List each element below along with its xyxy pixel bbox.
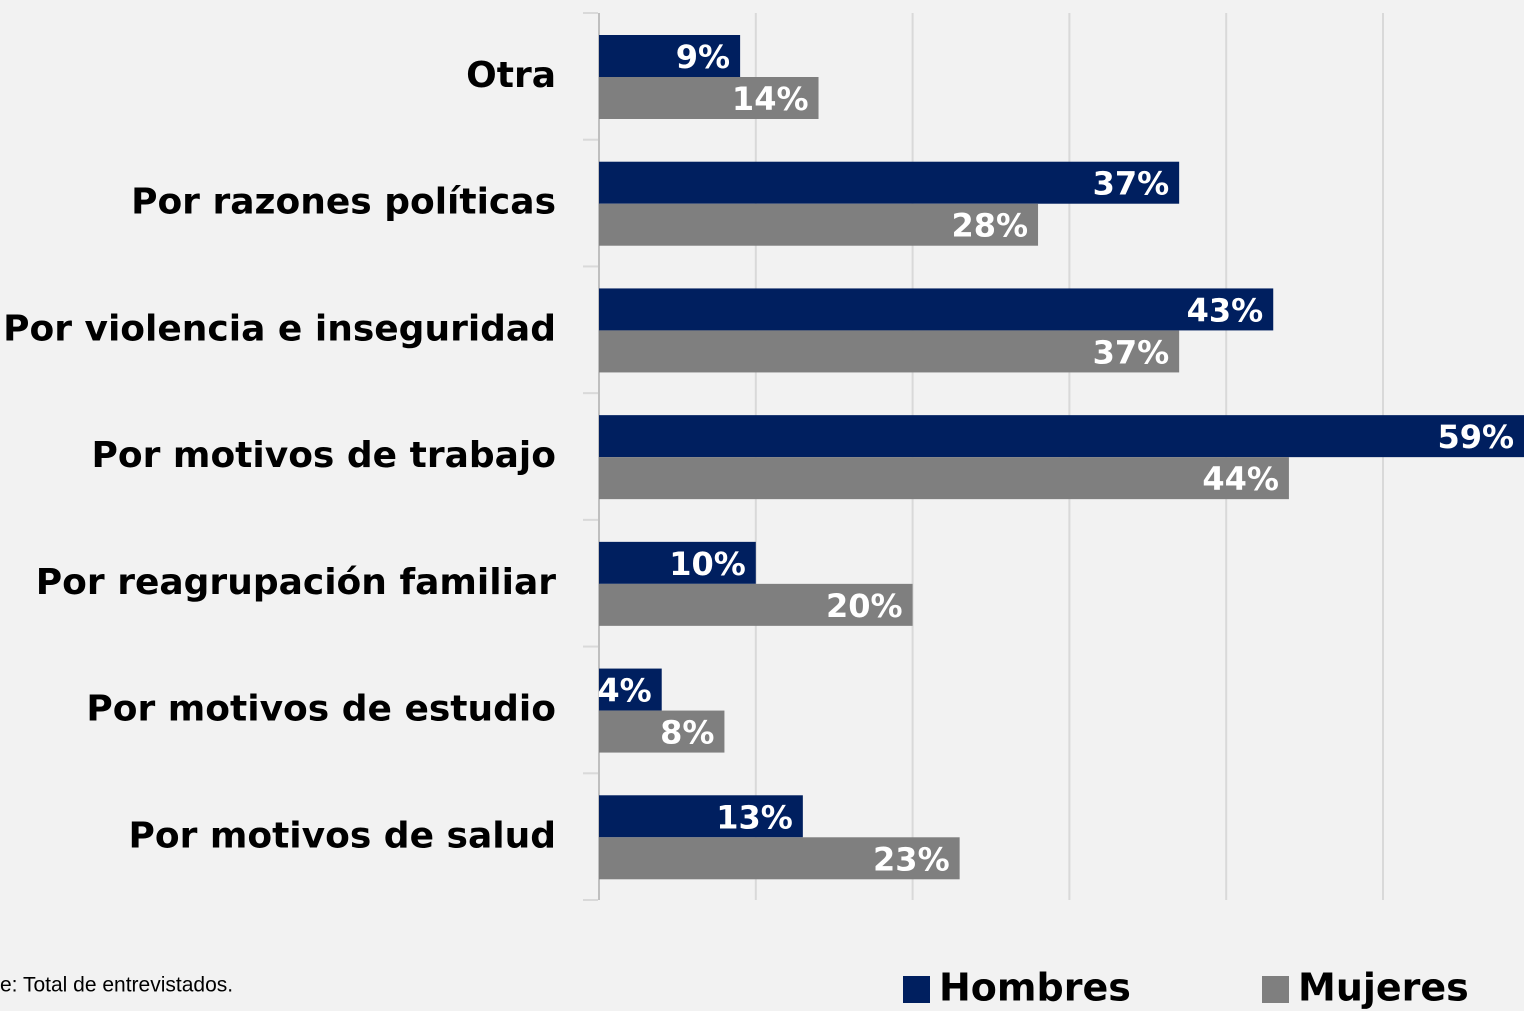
legend-swatch — [903, 976, 930, 1003]
bar — [599, 668, 662, 711]
bar — [599, 415, 1524, 458]
footnote: e: Total de entrevistados. — [0, 974, 233, 997]
data-label: 4% — [597, 672, 651, 710]
category-label: Por violencia e inseguridad — [3, 308, 556, 349]
data-label: 14% — [732, 80, 809, 118]
category-label: Por motivos de salud — [128, 815, 556, 856]
category-label: Por razones políticas — [131, 182, 556, 223]
bar — [599, 161, 1180, 204]
data-label: 37% — [1093, 165, 1170, 203]
bar — [599, 837, 960, 880]
data-label: 23% — [873, 840, 950, 878]
legend-swatch — [1262, 976, 1289, 1003]
category-label: Por motivos de trabajo — [92, 435, 556, 476]
bar — [599, 583, 913, 626]
bar — [599, 457, 1289, 500]
data-label: 37% — [1093, 333, 1170, 371]
legend-label: Mujeres — [1298, 966, 1469, 1010]
data-label: 44% — [1202, 460, 1279, 498]
data-label: 13% — [716, 798, 793, 836]
bar — [599, 330, 1180, 373]
data-label: 43% — [1187, 291, 1264, 329]
bar — [599, 541, 756, 584]
bar — [599, 795, 803, 838]
data-label: 20% — [826, 587, 903, 625]
legend-label: Hombres — [939, 966, 1131, 1010]
bar — [599, 77, 819, 119]
bar — [599, 710, 725, 753]
bar — [599, 203, 1039, 246]
data-label: 59% — [1438, 418, 1515, 456]
data-label: 8% — [660, 714, 714, 752]
bar — [599, 288, 1274, 331]
bar — [599, 35, 741, 77]
data-label: 28% — [951, 207, 1028, 245]
data-label: 9% — [676, 38, 730, 76]
category-label: Por motivos de estudio — [86, 689, 556, 730]
data-label: 10% — [669, 545, 746, 583]
category-label: Otra — [466, 55, 556, 96]
category-label: Por reagrupación familiar — [36, 562, 556, 603]
